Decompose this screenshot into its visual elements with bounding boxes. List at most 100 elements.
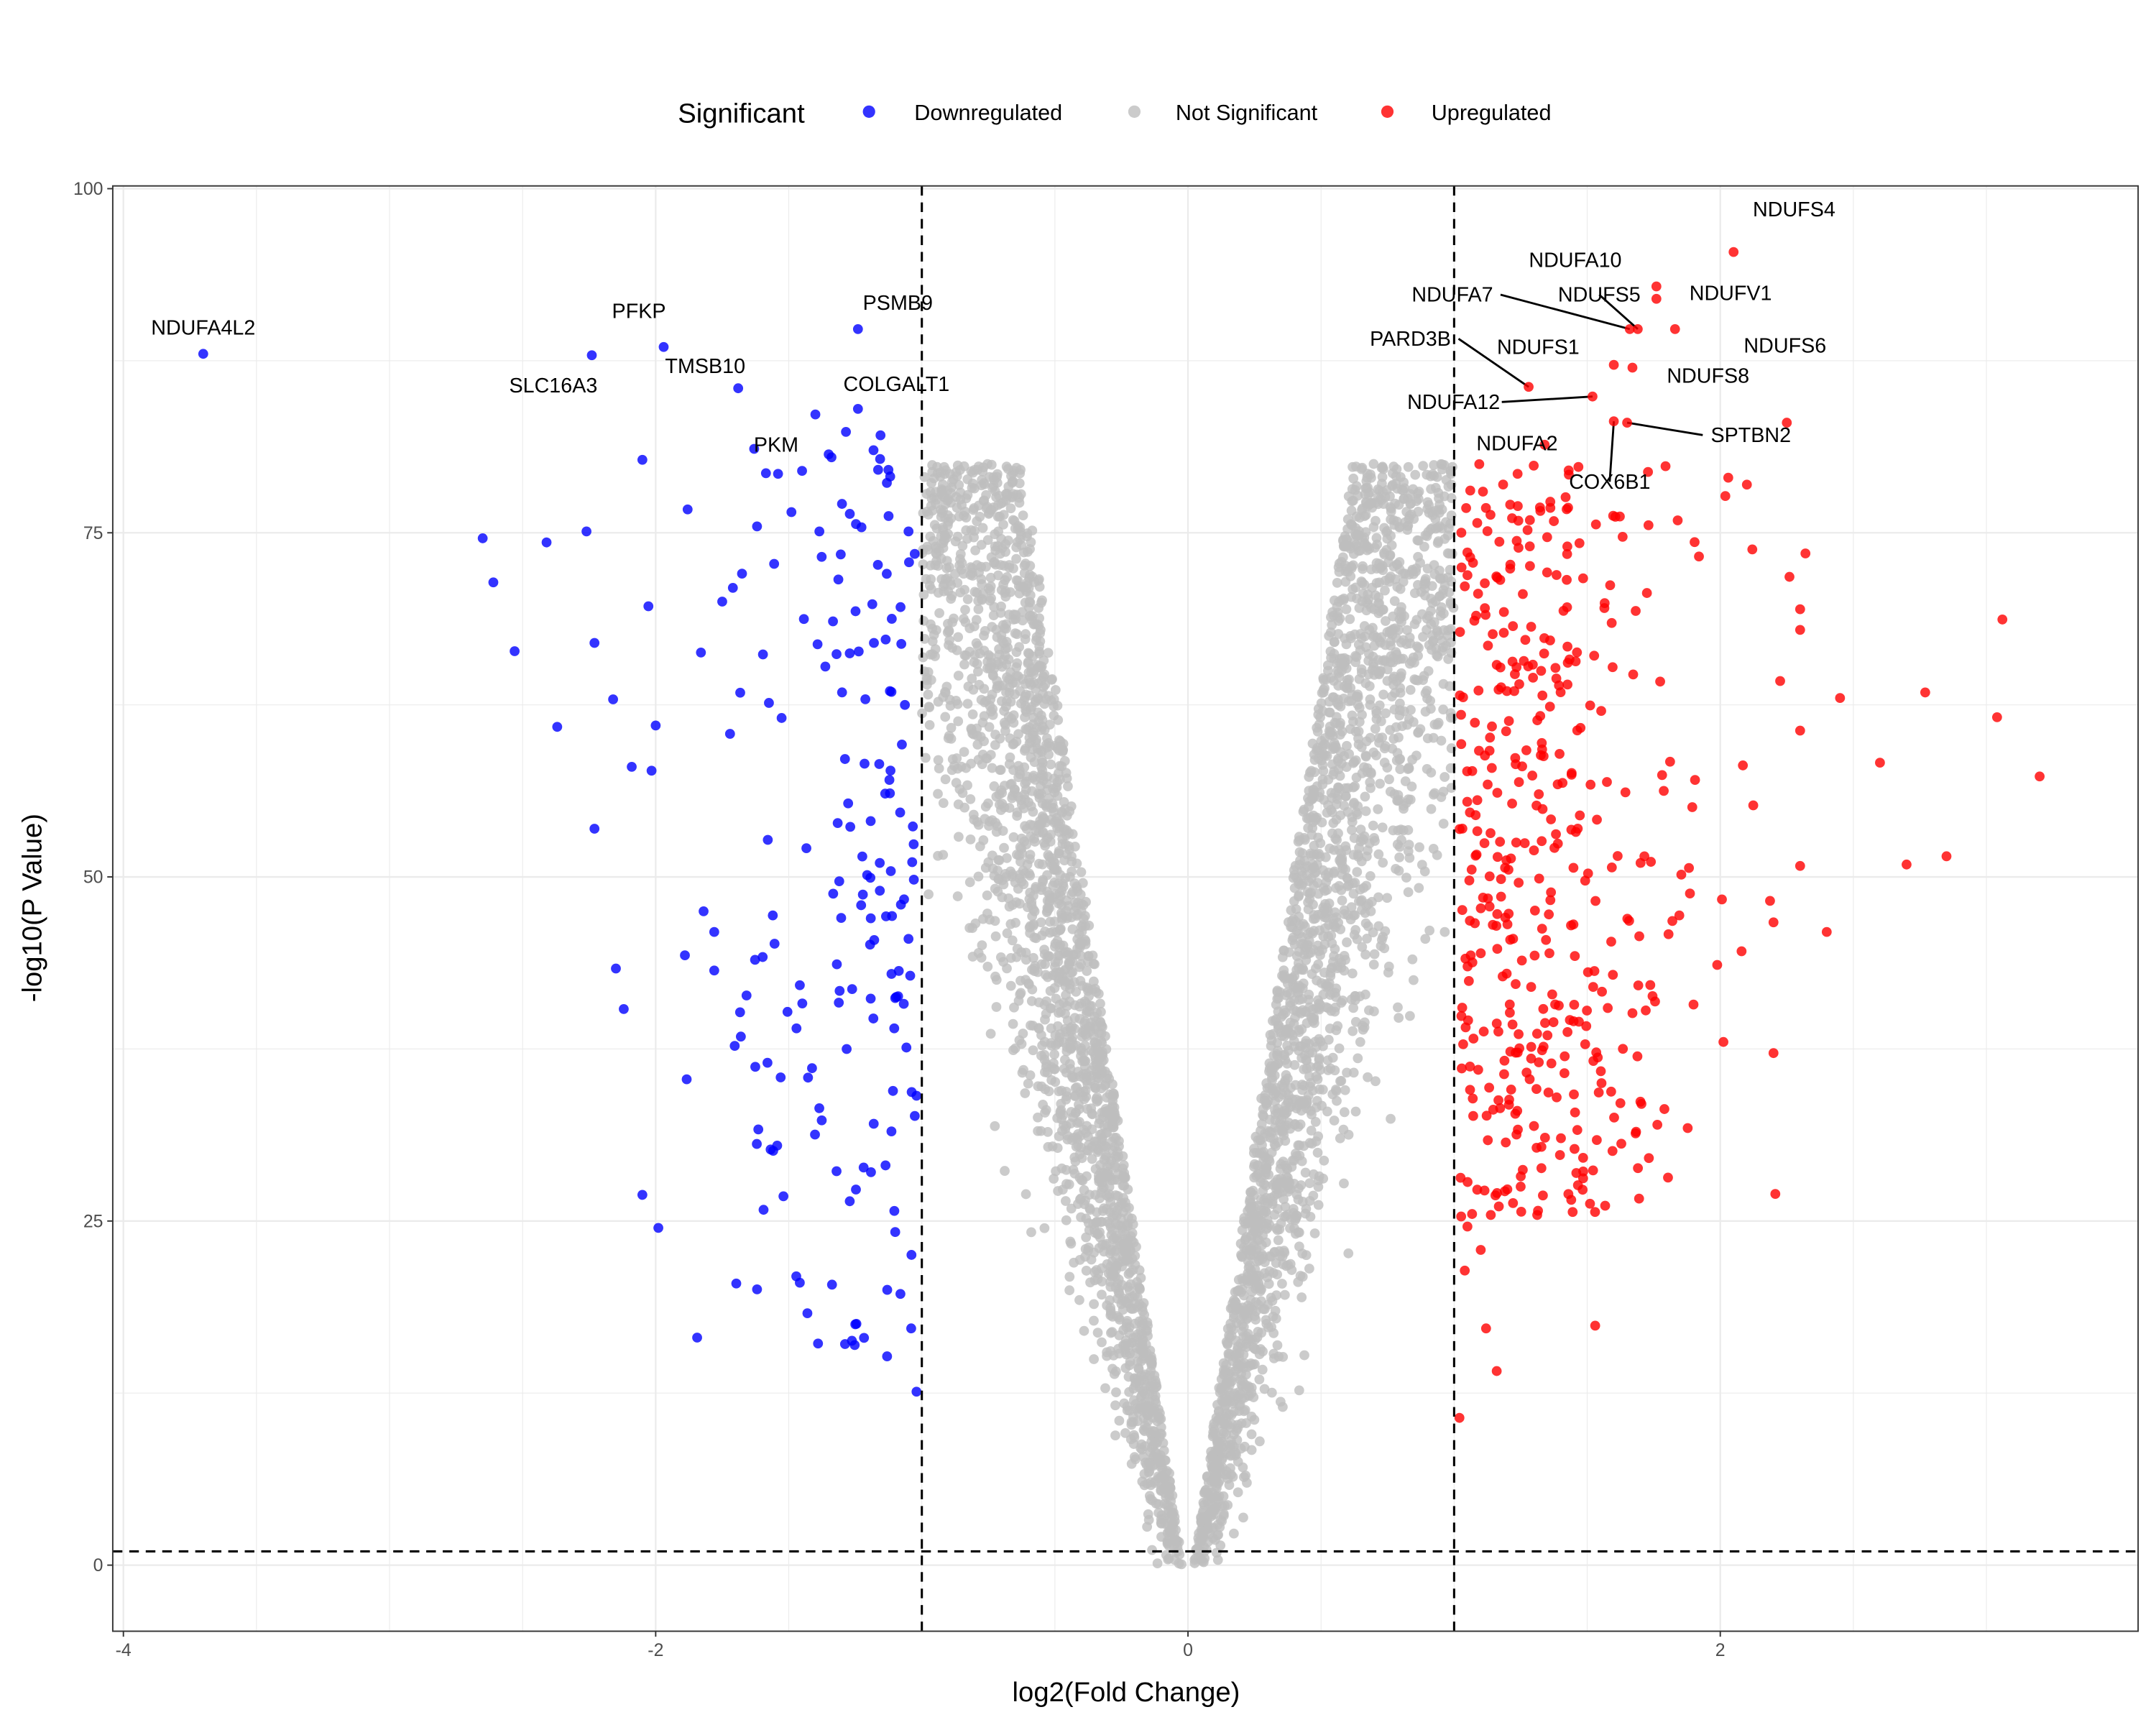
point-upregulated bbox=[1641, 588, 1652, 598]
point-downregulated bbox=[843, 798, 854, 809]
point-upregulated bbox=[1493, 1201, 1504, 1212]
point-not-significant bbox=[1349, 798, 1359, 808]
point-not-significant bbox=[1058, 881, 1069, 892]
point-not-significant bbox=[1008, 832, 1019, 842]
point-not-significant bbox=[1379, 548, 1389, 558]
point-not-significant bbox=[1266, 1387, 1277, 1398]
point-not-significant bbox=[1014, 492, 1025, 503]
point-not-significant bbox=[1083, 1246, 1093, 1256]
point-not-significant bbox=[1244, 1304, 1255, 1314]
point-not-significant bbox=[923, 689, 934, 700]
point-upregulated bbox=[1518, 589, 1528, 599]
point-upregulated bbox=[1562, 679, 1573, 690]
point-not-significant bbox=[1245, 1249, 1256, 1260]
point-not-significant bbox=[1085, 1277, 1095, 1288]
point-not-significant bbox=[1235, 1287, 1246, 1297]
point-upregulated bbox=[1712, 960, 1723, 970]
point-not-significant bbox=[1337, 895, 1348, 906]
gene-label-pard3b: PARD3B bbox=[1370, 328, 1451, 351]
point-downregulated bbox=[885, 765, 895, 776]
point-not-significant bbox=[1049, 877, 1060, 888]
point-not-significant bbox=[1329, 1116, 1340, 1126]
point-not-significant bbox=[970, 545, 980, 556]
point-not-significant bbox=[994, 789, 1005, 800]
point-not-significant bbox=[1291, 904, 1302, 914]
point-downregulated bbox=[798, 614, 809, 625]
point-not-significant bbox=[1352, 593, 1362, 604]
point-not-significant bbox=[1439, 491, 1450, 502]
point-not-significant bbox=[1310, 1116, 1321, 1127]
point-upregulated bbox=[1522, 525, 1533, 535]
point-downregulated bbox=[734, 1007, 745, 1018]
point-not-significant bbox=[1426, 484, 1436, 494]
point-upregulated bbox=[1590, 1207, 1600, 1218]
point-downregulated bbox=[882, 1284, 893, 1295]
point-ndufa10 bbox=[1651, 281, 1662, 292]
point-upregulated bbox=[1539, 1132, 1550, 1143]
point-not-significant bbox=[1332, 577, 1342, 588]
point-downregulated bbox=[810, 409, 821, 420]
point-upregulated bbox=[1720, 491, 1731, 502]
point-not-significant bbox=[1379, 523, 1389, 533]
point-not-significant bbox=[1004, 803, 1015, 813]
point-upregulated bbox=[1560, 492, 1571, 502]
point-not-significant bbox=[1244, 1274, 1255, 1285]
point-downregulated bbox=[682, 504, 693, 515]
point-upregulated bbox=[1507, 1019, 1518, 1030]
point-downregulated bbox=[910, 1110, 920, 1121]
point-not-significant bbox=[1106, 1328, 1116, 1338]
point-upregulated bbox=[1550, 999, 1560, 1010]
gene-label-ndufa2: NDUFA2 bbox=[1476, 432, 1557, 455]
point-not-significant bbox=[1069, 1013, 1080, 1023]
point-not-significant bbox=[992, 541, 1003, 551]
point-upregulated bbox=[1617, 531, 1628, 542]
point-upregulated bbox=[1512, 469, 1523, 479]
point-downregulated bbox=[477, 533, 488, 543]
point-not-significant bbox=[1346, 505, 1357, 516]
point-not-significant bbox=[1091, 1094, 1102, 1105]
point-upregulated bbox=[1549, 842, 1560, 853]
point-not-significant bbox=[1295, 1119, 1306, 1130]
point-not-significant bbox=[1025, 544, 1035, 554]
point-not-significant bbox=[1314, 1054, 1325, 1065]
point-not-significant bbox=[969, 586, 980, 597]
point-not-significant bbox=[1219, 1427, 1229, 1438]
point-downregulated bbox=[908, 874, 919, 885]
point-not-significant bbox=[952, 891, 963, 901]
point-downregulated bbox=[803, 1072, 814, 1083]
point-upregulated bbox=[1562, 548, 1572, 559]
point-upregulated bbox=[1479, 1185, 1490, 1196]
point-not-significant bbox=[1100, 1080, 1110, 1091]
point-not-significant bbox=[1422, 733, 1433, 744]
point-not-significant bbox=[977, 594, 987, 604]
point-not-significant bbox=[1357, 1021, 1368, 1031]
point-not-significant bbox=[1319, 967, 1330, 978]
point-not-significant bbox=[955, 587, 966, 598]
point-downregulated bbox=[900, 699, 911, 710]
point-not-significant bbox=[1015, 522, 1026, 533]
point-not-significant bbox=[1032, 660, 1043, 671]
point-not-significant bbox=[1016, 947, 1027, 957]
point-downregulated bbox=[692, 1333, 702, 1343]
point-downregulated bbox=[681, 1074, 692, 1085]
point-not-significant bbox=[1017, 1067, 1028, 1078]
point-upregulated bbox=[1571, 1168, 1582, 1178]
point-not-significant bbox=[1206, 1460, 1217, 1471]
point-downregulated bbox=[758, 1205, 769, 1215]
point-downregulated bbox=[905, 970, 916, 981]
point-not-significant bbox=[979, 736, 989, 747]
gene-label-ndufs6: NDUFS6 bbox=[1743, 334, 1826, 357]
point-upregulated bbox=[1454, 1412, 1465, 1423]
point-upregulated bbox=[1627, 1008, 1638, 1018]
point-upregulated bbox=[1795, 725, 1805, 736]
point-not-significant bbox=[1409, 674, 1420, 685]
point-not-significant bbox=[1353, 852, 1363, 862]
point-not-significant bbox=[918, 652, 929, 663]
point-upregulated bbox=[1548, 1017, 1559, 1028]
point-downregulated bbox=[795, 980, 805, 990]
point-downregulated bbox=[889, 1023, 900, 1034]
point-not-significant bbox=[1110, 1162, 1121, 1173]
point-not-significant bbox=[1039, 669, 1050, 680]
point-upregulated bbox=[1589, 650, 1600, 661]
point-not-significant bbox=[1403, 887, 1414, 898]
